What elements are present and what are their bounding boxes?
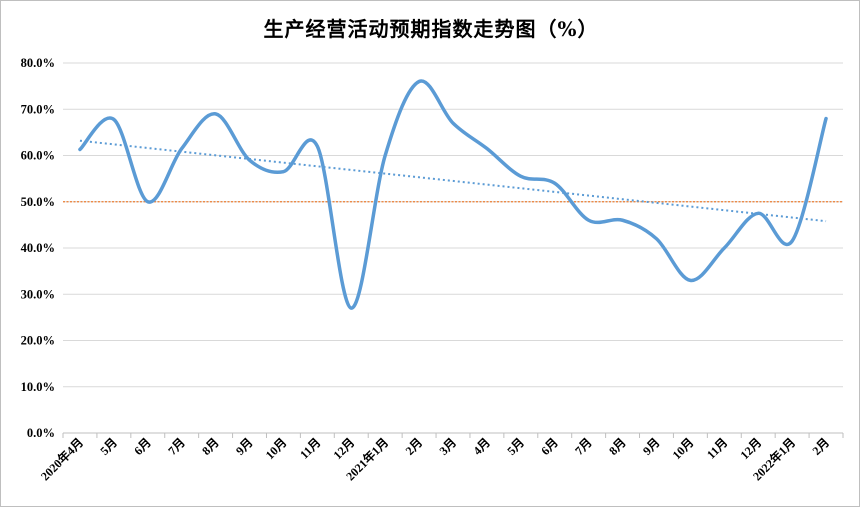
x-tick-label: 2月 [403, 435, 426, 458]
x-tick-label: 2月 [810, 435, 833, 458]
x-tick-label: 7月 [165, 435, 188, 458]
x-tick-label: 6月 [538, 435, 561, 458]
x-tick-label: 12月 [737, 435, 764, 462]
x-tick-label: 9月 [233, 435, 256, 458]
x-tick-label: 10月 [670, 435, 697, 462]
x-tick-label: 4月 [470, 435, 493, 458]
x-tick-label: 11月 [704, 435, 730, 461]
x-tick-label: 6月 [131, 435, 154, 458]
x-tick-label: 12月 [331, 435, 358, 462]
x-tick-label: 8月 [606, 435, 629, 458]
y-tick-label: 50.0% [21, 195, 55, 209]
x-tick-label: 5月 [97, 435, 120, 458]
x-tick-label: 10月 [263, 435, 290, 462]
x-tick-label: 11月 [297, 435, 323, 461]
trendline [80, 141, 826, 221]
y-tick-label: 70.0% [21, 102, 55, 116]
y-tick-label: 60.0% [21, 149, 55, 163]
x-tick-label: 9月 [640, 435, 663, 458]
y-tick-label: 0.0% [27, 426, 55, 440]
series-line [80, 81, 826, 308]
x-tick-label: 8月 [199, 435, 222, 458]
x-tick-label: 3月 [436, 435, 459, 458]
y-tick-label: 30.0% [21, 287, 55, 301]
y-tick-label: 10.0% [21, 380, 55, 394]
y-tick-label: 20.0% [21, 334, 55, 348]
x-tick-label: 7月 [572, 435, 595, 458]
x-tick-label: 2020年4月 [37, 435, 86, 484]
y-tick-label: 80.0% [21, 56, 55, 70]
y-tick-label: 40.0% [21, 241, 55, 255]
x-tick-label: 5月 [504, 435, 527, 458]
